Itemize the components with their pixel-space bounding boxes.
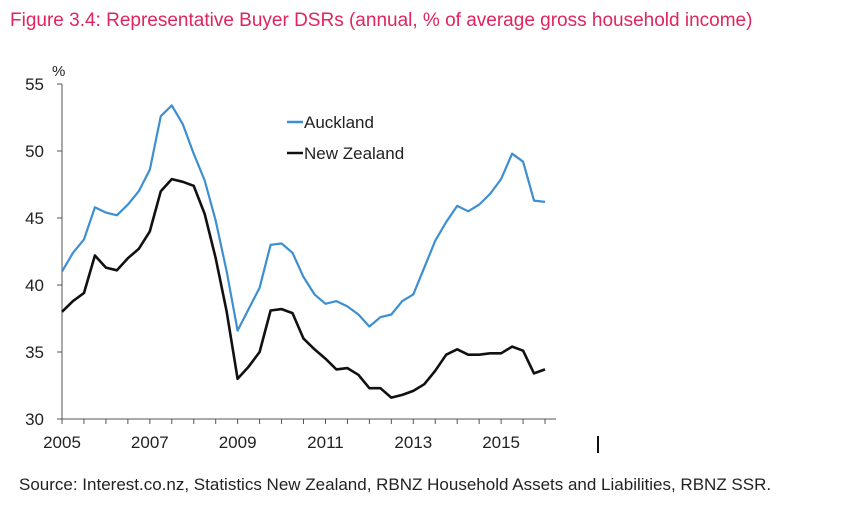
y-tick-label: 30 xyxy=(25,410,44,429)
chart-series xyxy=(61,104,546,399)
text-cursor-mark xyxy=(597,436,599,453)
x-tick-label: 2007 xyxy=(131,433,169,452)
series-line-auckland xyxy=(61,104,546,332)
x-tick-label: 2013 xyxy=(394,433,432,452)
source-note: Source: Interest.co.nz, Statistics New Z… xyxy=(19,475,772,494)
chart-legend: Auckland New Zealand xyxy=(287,113,404,163)
chart-ticks: % 55 50 45 40 35 30 2005 2007 2009 2011 2013 2015 xyxy=(25,63,546,452)
legend-label-auckland: Auckland xyxy=(304,113,374,132)
y-axis-unit-label: % xyxy=(52,63,65,80)
y-tick-label: 55 xyxy=(25,75,44,94)
y-tick-label: 50 xyxy=(25,142,44,161)
chart-axes xyxy=(61,84,556,420)
x-tick-label: 2005 xyxy=(43,433,81,452)
y-tick-label: 35 xyxy=(25,343,44,362)
series-line-new-zealand xyxy=(61,177,546,399)
x-tick-label: 2009 xyxy=(219,433,257,452)
y-tick-label: 40 xyxy=(25,276,44,295)
x-tick-label: 2011 xyxy=(307,433,344,452)
line-chart: % 55 50 45 40 35 30 2005 2007 2009 2011 2013 2015 Au… xyxy=(25,63,556,452)
legend-label-new-zealand: New Zealand xyxy=(304,144,404,163)
x-tick-label: 2015 xyxy=(482,433,520,452)
figure-title: Figure 3.4: Representative Buyer DSRs (a… xyxy=(10,10,753,31)
y-tick-label: 45 xyxy=(25,209,44,228)
